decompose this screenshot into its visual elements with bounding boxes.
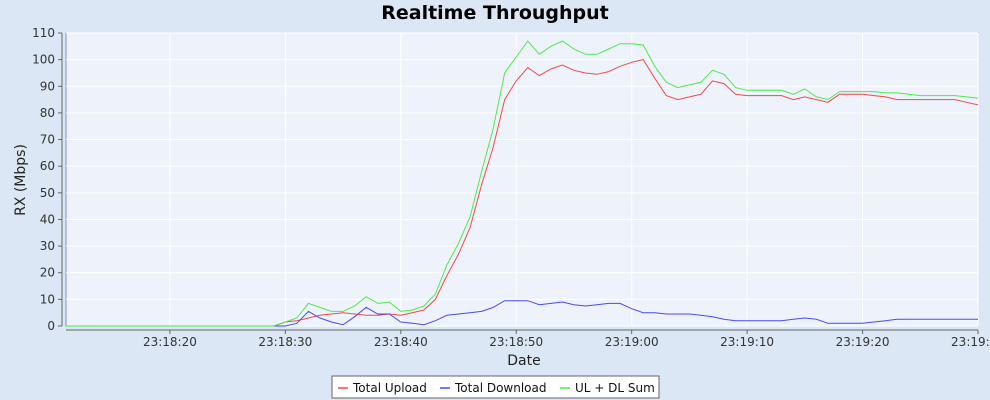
legend-label-total-download: Total Download [454, 381, 547, 395]
plot-background [66, 33, 978, 326]
y-tick-label: 0 [47, 319, 55, 333]
x-tick-label: 23:19:00 [605, 335, 659, 349]
y-tick-label: 100 [32, 53, 55, 67]
y-tick-label: 50 [40, 186, 55, 200]
legend-label-ul-dl-sum: UL + DL Sum [575, 381, 655, 395]
legend-label-total-upload: Total Upload [352, 381, 427, 395]
x-tick-label: 23:18:50 [489, 335, 543, 349]
legend: Total Upload Total Download UL + DL Sum [332, 376, 659, 398]
x-tick-label: 23:19:20 [836, 335, 890, 349]
x-tick-label: 23:19:10 [720, 335, 774, 349]
y-tick-label: 90 [40, 79, 55, 93]
y-tick-label: 110 [32, 26, 55, 40]
x-tick-label: 23:18:40 [374, 335, 428, 349]
x-tick-label: 23:18:20 [143, 335, 197, 349]
y-tick-label: 80 [40, 106, 55, 120]
y-axis-label: RX (Mbps) [13, 144, 29, 216]
x-tick-label: 23:19:30 [951, 335, 990, 349]
y-tick-label: 40 [40, 212, 55, 226]
plot-area [66, 33, 978, 326]
x-tick-label: 23:18:30 [258, 335, 312, 349]
y-tick-label: 20 [40, 266, 55, 280]
y-tick-label: 30 [40, 239, 55, 253]
y-tick-label: 60 [40, 159, 55, 173]
chart-title: Realtime Throughput [381, 2, 609, 24]
y-tick-label: 10 [40, 292, 55, 306]
y-tick-label: 70 [40, 133, 55, 147]
x-axis-label: Date [507, 353, 540, 369]
